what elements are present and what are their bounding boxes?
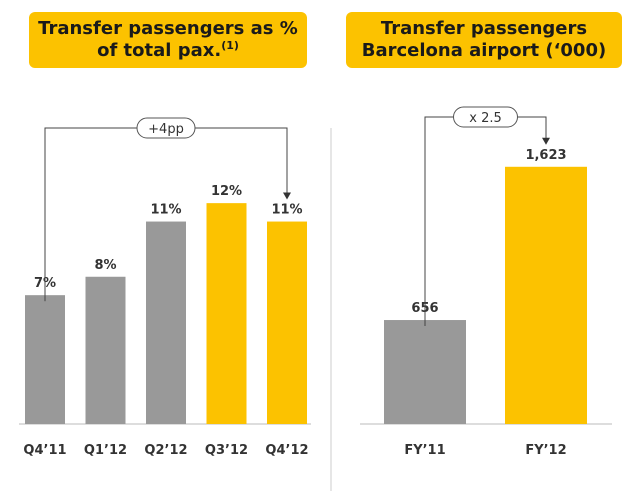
chart1-title-main: Transfer passengers as % of total pax.: [38, 18, 298, 61]
chart1-tick-label: Q1’12: [84, 443, 127, 458]
chart2-title: Transfer passengers Barcelona airport (‘…: [346, 12, 622, 68]
chart1-bar: [206, 203, 247, 424]
chart1-tick-label: Q4’12: [265, 443, 308, 458]
chart2-annotation-label: x 2.5: [469, 111, 502, 126]
chart1-tick-label: Q4’11: [23, 443, 66, 458]
chart2-tick-label: FY’12: [525, 443, 566, 458]
chart1-data-label: 11%: [150, 203, 181, 218]
chart1-bar: [267, 221, 307, 424]
chart1-annotation-label: +4pp: [148, 122, 184, 137]
chart1-title: Transfer passengers as % of total pax.(1…: [29, 12, 307, 68]
chart1-tick-label: Q3’12: [205, 443, 248, 458]
chart2-title-main: Transfer passengers Barcelona airport (‘…: [361, 18, 607, 61]
chart1-title-text: Transfer passengers as % of total pax.(1…: [29, 18, 307, 62]
chart1-bar: [146, 221, 186, 424]
chart2-annotation-arrowhead: [542, 137, 550, 145]
chart2-bar: [384, 320, 466, 424]
chart1-title-footnote: (1): [221, 39, 239, 52]
chart1-data-label: 11%: [271, 203, 302, 218]
chart1-bar: [85, 276, 126, 424]
chart2-bar: [505, 166, 587, 424]
chart1-annotation-pill: [136, 117, 196, 139]
chart2-annotation-pill: [453, 106, 518, 128]
chart1-data-label: 8%: [94, 258, 116, 273]
chart1-annotation-arrowhead: [283, 192, 291, 200]
chart2-data-label: 1,623: [525, 148, 566, 163]
chart1-bar: [25, 295, 65, 424]
chart2-tick-label: FY’11: [404, 443, 445, 458]
chart1-data-label: 12%: [211, 184, 242, 199]
chart1-tick-label: Q2’12: [144, 443, 187, 458]
